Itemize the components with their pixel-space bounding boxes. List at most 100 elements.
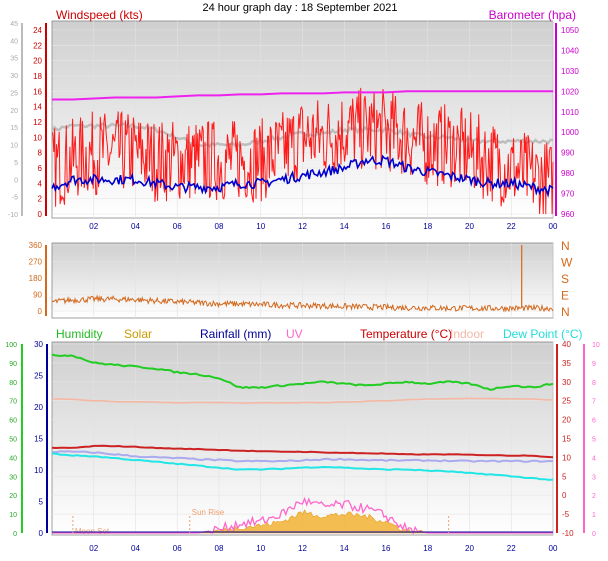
dew-point-line	[51, 452, 554, 481]
wind-tick-label: 6	[38, 164, 43, 173]
legend-humidity: Humidity	[56, 327, 103, 341]
uv-tick-label: 10	[592, 342, 600, 349]
temperature-tick-label: 0	[562, 491, 567, 500]
wind-tick-label: 0	[38, 210, 43, 219]
humidity-tick-label: 90	[9, 361, 17, 368]
x-tick-label: 12	[298, 544, 307, 553]
uv-tick-label: 2	[592, 493, 596, 500]
x-tick-label: 08	[215, 544, 224, 553]
indoor-temperature-line	[52, 397, 554, 404]
uv-tick-label: 0	[592, 531, 596, 538]
humidity-tick-label: 30	[9, 474, 17, 481]
uv-tick-label: 8	[592, 380, 596, 387]
series-layer	[50, 87, 554, 535]
page-title: 24 hour graph day : 18 September 2021	[202, 2, 397, 14]
humidity-tick-label: 0	[13, 531, 17, 538]
uv-tick-label: 4	[592, 455, 596, 462]
windspeed-axis-label: Windspeed (kts)	[56, 8, 143, 22]
wind-tick-label: 2	[38, 195, 43, 204]
wind-direction-line	[51, 294, 554, 313]
barometer-line	[52, 90, 553, 101]
temperature-tick-label: 20	[562, 416, 571, 425]
uv-tick-label: 5	[592, 437, 596, 444]
x-tick-label: 04	[131, 544, 140, 553]
grid-layer	[52, 21, 554, 535]
humidity-tick-label: 80	[9, 380, 17, 387]
uv-tick-label: 9	[592, 361, 596, 368]
rain-tick-label: 25	[34, 372, 43, 381]
direction-tick-label: 0	[38, 307, 43, 316]
outer-tick-label: 0	[14, 177, 18, 184]
x-tick-label: 00	[549, 222, 558, 231]
x-tick-label: 16	[382, 222, 391, 231]
rain-tick-label: 10	[34, 466, 43, 475]
wind-tick-label: 24	[33, 26, 42, 35]
humidity-tick-label: 20	[9, 493, 17, 500]
outer-tick-label: 20	[10, 108, 18, 115]
x-tick-label: 22	[507, 544, 516, 553]
compass-label: E	[561, 289, 569, 303]
apparent-temperature-line	[51, 450, 554, 463]
x-tick-label: 04	[131, 222, 140, 231]
legend-rainfall: Rainfall (mm)	[200, 327, 271, 341]
x-tick-label: 14	[340, 544, 349, 553]
wind-tick-label: 12	[33, 118, 42, 127]
x-tick-label: 20	[465, 222, 474, 231]
legend-indoor: Indoor	[450, 327, 484, 341]
wind-tick-label: 20	[33, 57, 42, 66]
uv-tick-label: 7	[592, 399, 596, 406]
uv-tick-label: 1	[592, 512, 596, 519]
outer-tick-label: 15	[10, 125, 18, 132]
wind-tick-label: 10	[33, 133, 42, 142]
outer-tick-label: 45	[10, 21, 18, 28]
wind-tick-label: 18	[33, 72, 42, 81]
temperature-tick-label: -5	[562, 510, 570, 519]
x-tick-label: 00	[549, 544, 558, 553]
x-tick-label: 18	[423, 544, 432, 553]
temperature-tick-label: 30	[562, 378, 571, 387]
tick-label-layer: 2422201816141210864201050104010301020101…	[5, 21, 600, 553]
x-tick-label: 14	[340, 222, 349, 231]
barometer-tick-label: 1010	[561, 108, 579, 117]
average-windspeed-line	[51, 154, 554, 199]
temperature-line	[51, 444, 554, 459]
rain-tick-label: 15	[34, 435, 43, 444]
rain-tick-label: 5	[39, 498, 44, 507]
humidity-tick-label: 10	[9, 512, 17, 519]
barometer-tick-label: 1000	[561, 128, 579, 137]
x-tick-label: 02	[89, 222, 98, 231]
compass-label: N	[561, 239, 570, 253]
x-tick-label: 16	[382, 544, 391, 553]
temperature-tick-label: -10	[562, 529, 574, 538]
wind-tick-label: 14	[33, 103, 42, 112]
humidity-tick-label: 60	[9, 418, 17, 425]
outer-tick-label: 35	[10, 56, 18, 63]
x-tick-label: 06	[173, 544, 182, 553]
humidity-tick-label: 70	[9, 399, 17, 406]
legend-solar: Solar	[124, 327, 152, 341]
barometer-tick-label: 1030	[561, 67, 579, 76]
barometer-tick-label: 1040	[561, 46, 579, 55]
rain-tick-label: 0	[39, 529, 44, 538]
x-tick-label: 10	[256, 544, 265, 553]
uv-line	[52, 496, 553, 535]
direction-tick-label: 180	[29, 274, 43, 283]
wind-tick-label: 16	[33, 87, 42, 96]
barometer-axis-label: Barometer (hpa)	[489, 8, 576, 22]
barometer-tick-label: 1020	[561, 87, 579, 96]
barometer-tick-label: 970	[561, 190, 575, 199]
barometer-tick-label: 980	[561, 169, 575, 178]
x-tick-label: 12	[298, 222, 307, 231]
wind-tick-label: 22	[33, 41, 42, 50]
rain-tick-label: 30	[34, 340, 43, 349]
temperature-tick-label: 10	[562, 453, 571, 462]
temperature-tick-label: 40	[562, 340, 571, 349]
outer-tick-label: 40	[10, 38, 18, 45]
direction-tick-label: 270	[29, 258, 43, 267]
humidity-line	[51, 353, 554, 391]
compass-label: W	[561, 256, 573, 270]
x-tick-label: 08	[215, 222, 224, 231]
rain-tick-label: 20	[34, 403, 43, 412]
uv-tick-label: 3	[592, 474, 596, 481]
